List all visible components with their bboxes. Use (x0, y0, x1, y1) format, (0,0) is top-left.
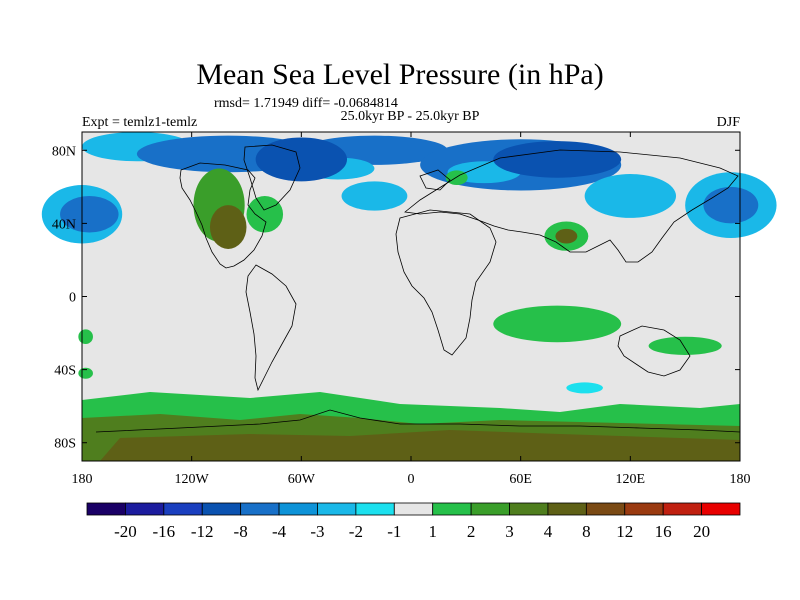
anomaly-region-7 (493, 141, 622, 178)
y-tick-label-3: 40S (54, 364, 76, 379)
colorbar-swatch-8 (393, 502, 434, 516)
anomaly-region-15 (209, 205, 247, 249)
colorbar-swatch-7 (355, 502, 395, 516)
colorbar-label-14: 16 (655, 522, 672, 541)
x-tick-label-6: 180 (730, 472, 751, 487)
colorbar-swatch-6 (317, 502, 357, 516)
right-label: DJF (717, 115, 741, 130)
colorbar-swatch-13 (585, 502, 626, 516)
colorbar: -20 -16 -12 -8 -4 -3 -2 -1 1 2 3 4 8 12 16 20 (86, 502, 741, 541)
colorbar-label-8: 1 (428, 522, 437, 541)
center-label: 25.0kyr BP - 25.0kyr BP (341, 109, 480, 124)
anomaly-region-23 (78, 329, 93, 345)
colorbar-swatch-9 (432, 502, 472, 516)
colorbar-swatch-15 (662, 502, 702, 516)
x-tick-label-5: 120E (616, 472, 646, 487)
anomaly-region-20 (493, 305, 622, 343)
colorbar-swatch-5 (278, 502, 318, 516)
colorbar-swatch-11 (509, 502, 549, 516)
anomaly-region-16 (246, 195, 284, 233)
colorbar-swatch-4 (240, 502, 280, 516)
colorbar-label-5: -3 (310, 522, 324, 541)
anomaly-region-22 (566, 382, 603, 394)
colorbar-label-2: -12 (191, 522, 214, 541)
colorbar-label-3: -8 (234, 522, 248, 541)
coastlines (95, 144, 741, 433)
colorbar-label-12: 8 (582, 522, 591, 541)
map-regions (41, 132, 777, 461)
y-tick-label-2: 0 (69, 291, 76, 306)
anomaly-region-19 (555, 228, 578, 244)
colorbar-swatch-16 (701, 502, 741, 516)
colorbar-swatch-2 (163, 502, 203, 516)
colorbar-label-15: 20 (693, 522, 710, 541)
colorbar-label-7: -1 (387, 522, 401, 541)
axis-ticks: 180 120W 60W 0 60E 120E 180 80N 40N 0 40S 80S (52, 132, 751, 487)
y-tick-label-1: 40N (52, 217, 76, 232)
colorbar-swatch-3 (201, 502, 242, 516)
colorbar-swatch-14 (624, 502, 664, 516)
colorbar-label-6: -2 (349, 522, 363, 541)
anomaly-region-17 (445, 170, 468, 186)
x-tick-label-3: 0 (408, 472, 415, 487)
chart-title: Mean Sea Level Pressure (in hPa) (196, 58, 603, 91)
colorbar-label-4: -4 (272, 522, 287, 541)
anomaly-region-9 (60, 195, 119, 233)
colorbar-swatch-10 (470, 502, 510, 516)
x-tick-label-0: 180 (72, 472, 93, 487)
colorbar-label-11: 4 (544, 522, 553, 541)
colorbar-swatch-0 (86, 502, 126, 516)
colorbar-label-10: 3 (505, 522, 514, 541)
anomaly-region-21 (648, 336, 722, 355)
colorbar-label-9: 2 (467, 522, 476, 541)
x-tick-label-4: 60E (509, 472, 532, 487)
anomaly-region-13 (341, 181, 408, 211)
anomaly-region-6 (255, 137, 348, 182)
left-label: Expt = temlz1-temlz (82, 115, 197, 130)
x-tick-label-2: 60W (288, 472, 316, 487)
anomaly-region-12 (584, 174, 677, 218)
y-tick-label-0: 80N (52, 144, 76, 159)
x-tick-label-1: 120W (175, 472, 210, 487)
colorbar-swatch-1 (125, 502, 165, 516)
y-tick-label-4: 80S (54, 437, 76, 452)
antarctic-core (100, 430, 740, 461)
anomaly-region-11 (703, 186, 759, 224)
stats-label: rmsd= 1.71949 diff= -0.0684814 (214, 96, 398, 111)
colorbar-label-13: 12 (616, 522, 633, 541)
colorbar-label-1: -16 (152, 522, 175, 541)
colorbar-swatch-12 (547, 502, 587, 516)
colorbar-label-0: -20 (114, 522, 137, 541)
